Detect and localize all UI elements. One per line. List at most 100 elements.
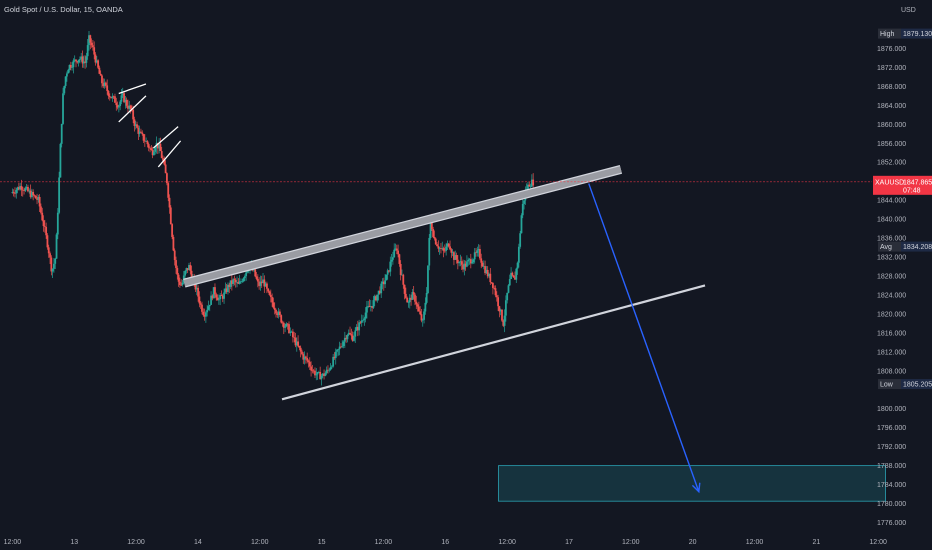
candle-body xyxy=(295,341,298,346)
candle-body xyxy=(124,99,127,103)
candle-body xyxy=(420,314,423,321)
avg-tag-label: Avg xyxy=(880,244,892,251)
avg-value-bg xyxy=(901,241,932,252)
candle-body xyxy=(29,190,32,197)
candle-body xyxy=(263,279,266,287)
candle-body xyxy=(463,263,466,270)
candle-body xyxy=(414,294,416,302)
candle-body xyxy=(97,60,99,68)
candle-body xyxy=(28,190,31,192)
current-symbol-label: XAUUSD xyxy=(875,179,904,186)
candle-body xyxy=(80,56,83,60)
time-tick-label: 15 xyxy=(318,539,326,546)
candle-body xyxy=(163,160,166,165)
candle-body xyxy=(440,248,442,249)
candle-body xyxy=(234,279,237,283)
candle-body xyxy=(323,373,325,376)
time-axis[interactable]: 12:00 13 12:00 14 12:00 15 12:00 16 12:00 17 12:00… xyxy=(4,539,887,546)
candle-body xyxy=(246,271,249,273)
high-value-label: 1879.130 xyxy=(903,31,932,38)
candle-body xyxy=(398,254,401,264)
candle-body xyxy=(350,334,353,336)
candle-body xyxy=(75,59,77,62)
price-tick-label: 1832.000 xyxy=(877,255,906,262)
candle-body xyxy=(412,292,415,295)
candle-body xyxy=(180,284,183,286)
candle-body xyxy=(221,295,224,299)
candle-body xyxy=(291,331,294,338)
candle-body xyxy=(454,255,457,260)
candle-body xyxy=(360,320,363,323)
candle-body xyxy=(227,284,229,292)
candle-body xyxy=(94,54,97,63)
avg-tag-bg xyxy=(878,241,901,252)
candle-body xyxy=(132,109,135,120)
candle-body xyxy=(486,269,489,277)
candle-body xyxy=(376,294,379,301)
candle-body xyxy=(297,341,299,346)
candle-body xyxy=(282,322,285,328)
candle-body xyxy=(395,248,398,251)
candle-body xyxy=(373,296,376,301)
candle-body xyxy=(515,268,518,280)
candle-body xyxy=(369,306,372,307)
price-tick-label: 1808.000 xyxy=(877,368,906,375)
price-tick-label: 1872.000 xyxy=(877,65,906,72)
flag-1-bottom-line xyxy=(118,95,147,123)
candle-body xyxy=(103,82,106,87)
candle-body xyxy=(16,187,19,190)
candle-body xyxy=(281,322,284,324)
current-price-badge xyxy=(873,175,932,195)
candle-body xyxy=(49,253,51,258)
price-tick-label: 1820.000 xyxy=(877,311,906,318)
candle-body xyxy=(354,330,357,337)
candle-body xyxy=(76,61,79,63)
candle-body xyxy=(60,123,63,144)
currency-label[interactable]: USD xyxy=(901,7,916,14)
candle-body xyxy=(507,285,510,293)
candle-body xyxy=(530,179,533,187)
candle-body xyxy=(104,82,107,86)
candle-body xyxy=(117,106,120,108)
price-axis[interactable]: 1876.000 1872.000 1868.000 1864.000 1860.000… xyxy=(873,28,932,527)
candle-body xyxy=(254,269,257,277)
candle-body xyxy=(393,249,396,258)
candle-body xyxy=(494,288,497,296)
candle-body xyxy=(371,306,374,308)
candle-body xyxy=(428,237,431,266)
candle-body xyxy=(315,374,318,376)
candle-body xyxy=(121,93,124,96)
current-countdown-label: 07:48 xyxy=(903,187,921,194)
candle-body xyxy=(203,315,206,317)
price-tick-label: 1796.000 xyxy=(877,425,906,432)
candle-body xyxy=(68,64,71,70)
time-tick-label: 17 xyxy=(565,539,573,546)
candle-body xyxy=(298,345,301,348)
candle-body xyxy=(146,141,149,145)
candle-body xyxy=(111,96,114,99)
low-value-bg xyxy=(901,379,932,390)
price-tick-label: 1788.000 xyxy=(877,463,906,470)
candle-body xyxy=(358,322,361,331)
candle-body xyxy=(14,193,16,194)
candle-body xyxy=(517,246,520,263)
time-tick-label: 12:00 xyxy=(622,539,640,546)
time-tick-label: 12:00 xyxy=(4,539,22,546)
candle-body xyxy=(337,349,340,350)
candle-body xyxy=(453,252,455,260)
candle-body xyxy=(349,332,351,335)
candle-body xyxy=(310,366,312,371)
candle-body xyxy=(380,283,383,294)
candle-body xyxy=(311,370,314,372)
candle-body xyxy=(188,265,190,271)
candle-body xyxy=(341,345,344,347)
candle-body xyxy=(225,288,228,292)
candle-body xyxy=(45,226,48,236)
candle-body xyxy=(314,370,316,376)
candle-body xyxy=(93,47,96,55)
candle-body xyxy=(30,191,33,197)
candle-body xyxy=(477,249,480,251)
price-tick-label: 1852.000 xyxy=(877,160,906,167)
candle-body xyxy=(43,226,46,227)
